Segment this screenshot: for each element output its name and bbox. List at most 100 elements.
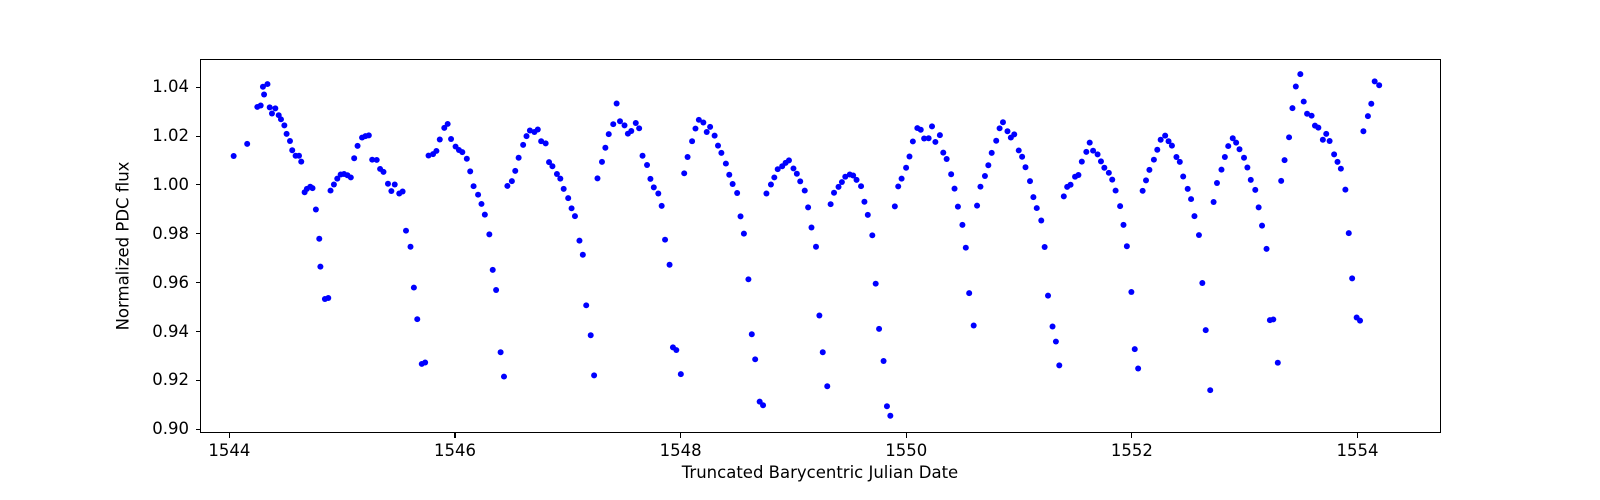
data-point <box>996 125 1003 132</box>
data-point <box>327 187 334 194</box>
data-point <box>1101 164 1108 171</box>
data-point <box>948 171 955 178</box>
data-point <box>1162 132 1169 139</box>
data-point <box>538 138 545 145</box>
data-point <box>977 183 984 190</box>
data-point <box>677 371 684 378</box>
x-tick-label: 1544 <box>208 441 251 460</box>
data-point <box>497 349 504 356</box>
data-point <box>1349 275 1356 282</box>
x-tick-label: 1546 <box>433 441 476 460</box>
data-point <box>988 149 995 156</box>
data-point <box>613 100 620 107</box>
data-point <box>974 202 981 209</box>
data-point <box>1202 327 1209 334</box>
data-point <box>594 175 601 182</box>
data-point <box>1315 124 1322 131</box>
data-point <box>257 102 264 109</box>
data-point <box>703 128 710 135</box>
data-point <box>433 147 440 154</box>
data-point <box>1168 142 1175 149</box>
data-point <box>1083 148 1090 155</box>
data-point <box>767 181 774 188</box>
data-point <box>444 120 451 127</box>
data-point <box>334 175 341 182</box>
y-tick-mark <box>195 86 200 88</box>
data-point <box>790 165 797 172</box>
data-point <box>1184 185 1191 192</box>
data-point <box>707 123 714 130</box>
data-point <box>560 185 567 192</box>
x-tick-label: 1548 <box>659 441 702 460</box>
data-point <box>813 243 819 250</box>
data-point <box>553 171 560 178</box>
data-point <box>858 183 865 190</box>
data-point <box>684 154 691 160</box>
data-point <box>835 183 842 190</box>
data-point <box>628 128 635 134</box>
data-point <box>1259 222 1266 229</box>
data-point <box>330 181 337 188</box>
data-point <box>883 403 890 410</box>
data-point <box>748 331 755 338</box>
data-point <box>689 138 696 145</box>
data-point <box>838 179 845 186</box>
data-point <box>1004 128 1011 135</box>
data-point <box>943 155 950 162</box>
data-point <box>681 170 688 177</box>
data-point <box>610 121 617 128</box>
data-point <box>700 119 707 126</box>
data-point <box>1263 245 1270 252</box>
data-point <box>1236 146 1243 153</box>
data-point <box>745 276 752 283</box>
data-point <box>534 126 541 133</box>
data-point <box>289 147 296 154</box>
data-point <box>422 359 429 366</box>
data-point <box>523 133 530 140</box>
data-point <box>726 171 733 178</box>
data-point <box>565 195 572 202</box>
data-point <box>793 170 800 177</box>
data-point <box>636 125 643 132</box>
data-point <box>824 383 831 390</box>
data-point <box>493 287 500 293</box>
data-point <box>441 124 448 131</box>
data-point <box>1022 164 1029 171</box>
data-point <box>1143 177 1150 184</box>
data-point <box>898 175 905 182</box>
data-point <box>1300 98 1307 105</box>
data-point <box>312 206 319 213</box>
y-tick-label: 0.94 <box>152 321 189 341</box>
data-point <box>929 123 936 130</box>
data-point <box>316 235 323 242</box>
data-point <box>475 191 482 198</box>
data-point <box>647 175 654 182</box>
data-point <box>940 149 947 156</box>
data-point <box>549 163 556 170</box>
data-point <box>261 91 268 98</box>
y-tick-label: 1.04 <box>152 76 189 96</box>
data-point <box>425 152 432 159</box>
data-point <box>1213 180 1220 187</box>
data-point <box>722 160 729 167</box>
data-point <box>864 211 871 218</box>
data-point <box>785 157 792 164</box>
data-point <box>959 221 966 228</box>
data-point <box>1011 131 1018 138</box>
data-point <box>1207 387 1214 394</box>
data-point <box>760 402 767 409</box>
data-point <box>921 135 928 142</box>
data-point <box>1252 186 1259 193</box>
data-point <box>650 184 657 191</box>
data-point <box>1278 177 1285 184</box>
data-point <box>414 316 421 323</box>
data-point <box>1308 112 1315 119</box>
x-tick-mark <box>905 433 907 438</box>
data-point <box>448 136 455 142</box>
data-point <box>632 119 639 126</box>
data-point <box>1027 178 1033 185</box>
data-point <box>1067 181 1074 188</box>
data-point <box>718 149 725 156</box>
data-point <box>887 412 894 419</box>
